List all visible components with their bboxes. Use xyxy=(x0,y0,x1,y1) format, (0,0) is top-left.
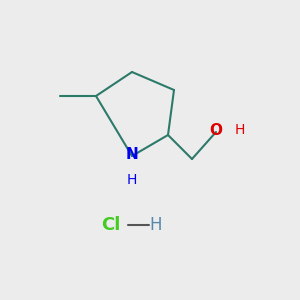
Text: H: H xyxy=(150,216,162,234)
Text: N: N xyxy=(126,147,138,162)
Text: H: H xyxy=(127,173,137,187)
Text: Cl: Cl xyxy=(101,216,121,234)
Text: H: H xyxy=(235,124,245,137)
Text: O: O xyxy=(209,123,223,138)
